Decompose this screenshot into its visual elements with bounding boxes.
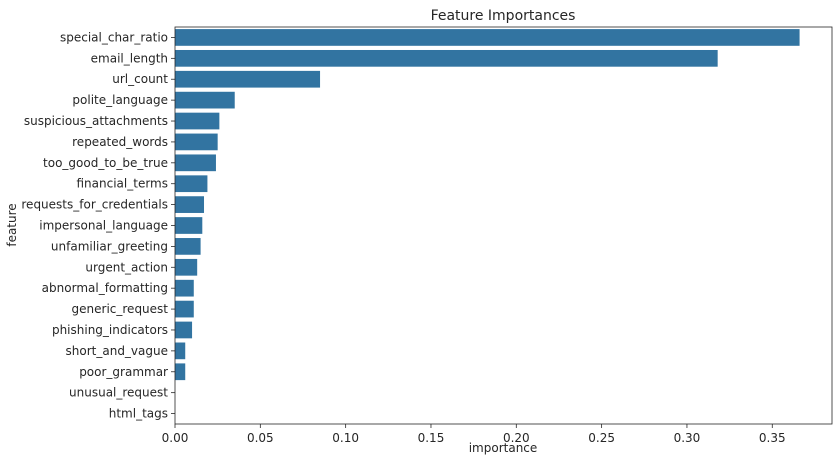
bar-polite-language	[175, 91, 235, 109]
bar-suspicious-attachments	[175, 112, 220, 130]
x-tick-label: 0.00	[162, 431, 189, 445]
chart-title: Feature Importances	[431, 8, 576, 24]
y-tick-label: url_count	[112, 72, 168, 86]
y-tick-label: urgent_action	[85, 260, 168, 274]
x-axis-ticks: 0.00 0.05 0.10 0.15 0.20 0.25 0.30 0.35	[162, 424, 786, 445]
y-tick-labels: special_char_ratio email_length url_countp…	[21, 30, 175, 421]
y-tick-label: too_good_to_be_true	[43, 156, 168, 170]
x-tick-label: 0.30	[674, 431, 701, 445]
y-tick-label: abnormal_formatting	[42, 281, 168, 295]
bar-requests-for-credentials	[175, 196, 205, 213]
bar-urgent-action	[175, 258, 198, 276]
y-tick-label: generic_request	[72, 302, 169, 316]
y-tick-label: poor_grammar	[79, 365, 168, 379]
y-tick-label: unfamiliar_greeting	[51, 239, 168, 253]
bar-special-char-ratio	[175, 29, 800, 46]
y-axis-label: feature	[5, 203, 19, 246]
bar-url-count	[175, 70, 321, 88]
y-tick-label: special_char_ratio	[60, 30, 168, 44]
bar-short-and-vague	[175, 342, 186, 360]
y-tick-label: financial_terms	[77, 177, 169, 191]
bar-poor-grammar	[175, 363, 186, 381]
bars-group	[175, 29, 800, 381]
bar-generic-request	[175, 300, 194, 318]
y-tick-label: unusual_request	[69, 386, 168, 400]
bar-unfamiliar-greeting	[175, 238, 201, 255]
bar-impersonal-language	[175, 217, 203, 234]
bar-phishing-indicators	[175, 321, 193, 339]
y-tick-label: repeated_words	[72, 135, 168, 149]
plot-frame	[174, 26, 833, 425]
bar-repeated-words	[175, 133, 218, 151]
bar-too-good-to-be-true	[175, 154, 216, 172]
x-tick-label: 0.15	[418, 431, 445, 445]
y-tick-label: impersonal_language	[39, 219, 168, 233]
x-tick-label: 0.20	[503, 431, 530, 445]
x-axis-label: importance	[469, 441, 538, 455]
x-tick-label: 0.05	[247, 431, 274, 445]
x-tick-label: 0.25	[588, 431, 615, 445]
x-tick-label: 0.10	[332, 431, 359, 445]
bar-financial-terms	[175, 175, 208, 193]
bar-email-length	[175, 49, 718, 67]
y-tick-label: short_and_vague	[66, 344, 168, 358]
x-tick-label: 0.35	[759, 431, 786, 445]
y-tick-label: polite_language	[72, 93, 168, 107]
y-tick-label: html_tags	[109, 407, 168, 421]
bar-abnormal-formatting	[175, 279, 194, 297]
y-tick-label: suspicious_attachments	[24, 114, 168, 128]
y-tick-label: phishing_indicators	[52, 323, 168, 337]
y-tick-label: email_length	[91, 51, 168, 65]
y-tick-label: requests_for_credentials	[21, 198, 168, 212]
